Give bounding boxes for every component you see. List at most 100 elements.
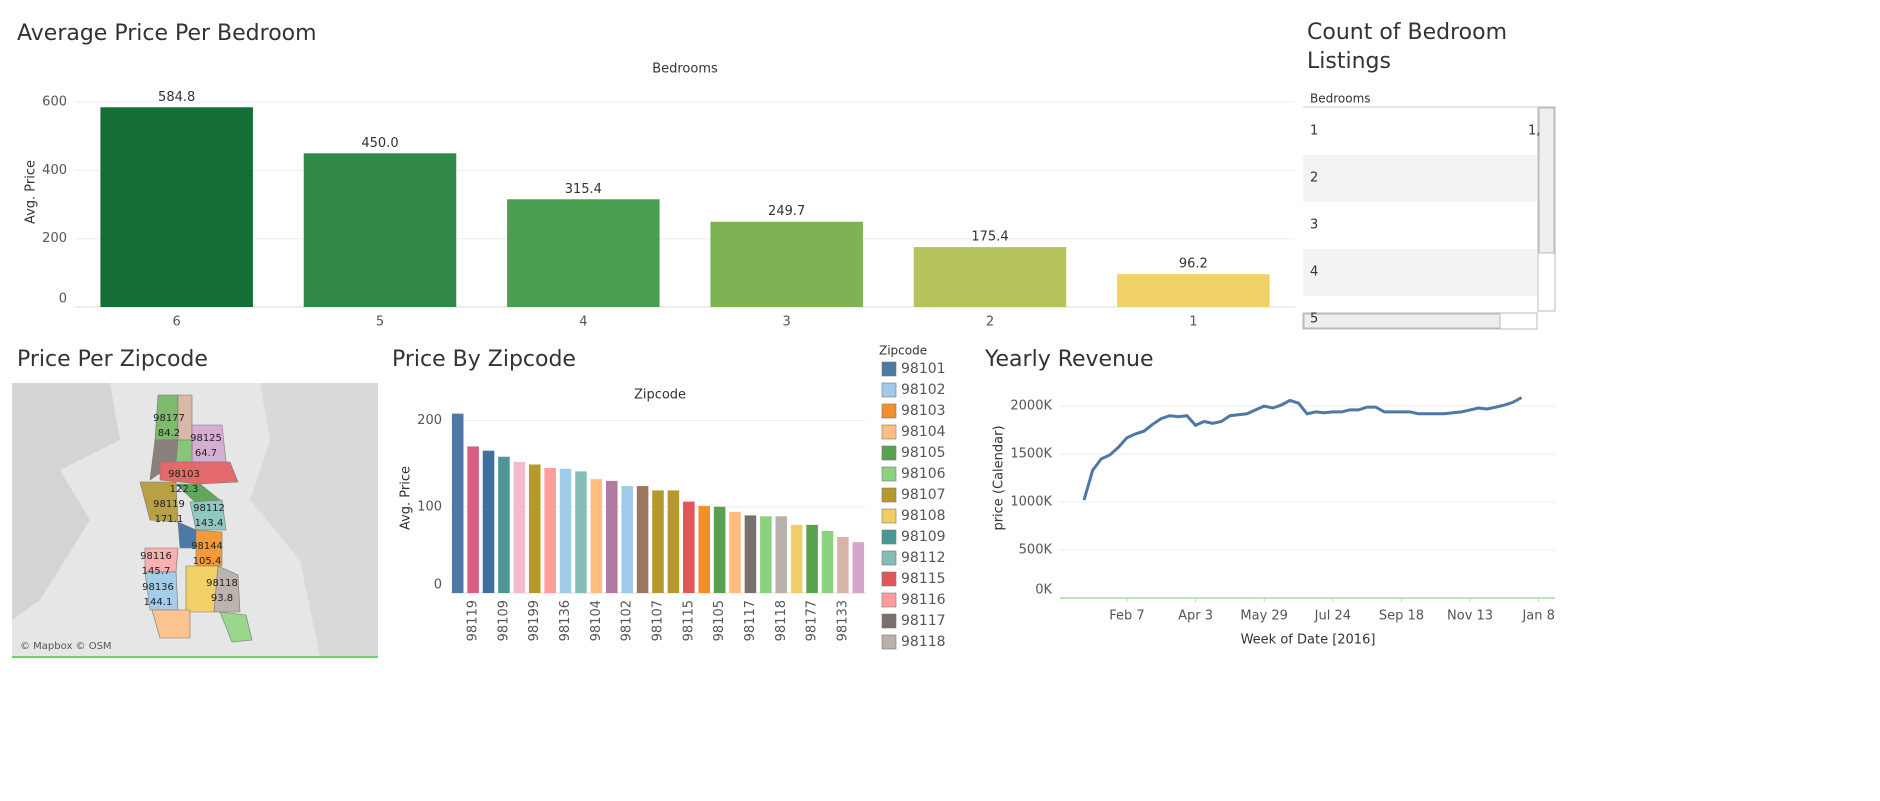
table-cell: 1: [1310, 124, 1318, 139]
y-axis-title: price (Calendar): [992, 425, 1007, 530]
bar: [821, 530, 834, 593]
y-tick-label: 200: [42, 231, 67, 246]
legend-label: 98116: [901, 592, 946, 608]
x-tick-label: 98109: [496, 600, 511, 641]
x-tick-label: 98133: [835, 600, 850, 641]
legend-label: 98103: [901, 403, 946, 419]
legend-label: 98115: [901, 571, 946, 587]
legend-label: 98107: [901, 487, 946, 503]
y-tick-label: 0K: [1035, 583, 1052, 598]
legend-label: 98104: [901, 424, 946, 440]
map-value-label: 144.1: [144, 597, 173, 608]
x-tick-label: 3: [783, 315, 791, 330]
bar: [729, 511, 741, 593]
bar: [100, 107, 253, 307]
bar: [667, 490, 680, 593]
bar: [451, 413, 464, 593]
bar: [303, 153, 457, 307]
legend-label: 98118: [901, 634, 946, 650]
bar: [544, 467, 556, 593]
y-tick-label: 400: [42, 163, 67, 178]
map-value-label: 93.8: [211, 593, 233, 604]
map-value-label: 122.3: [170, 484, 199, 495]
value-label: 315.4: [565, 182, 602, 197]
map-zip-label: 98144: [191, 541, 223, 552]
map-value-label: 64.7: [195, 448, 217, 459]
map-zip-label: 98116: [140, 551, 172, 562]
table-cell: 5: [1310, 312, 1318, 327]
legend-swatch: [881, 571, 897, 587]
table-frame: [1302, 106, 1556, 330]
x-tick-label: 98102: [620, 600, 635, 641]
x-tick-label: Sep 18: [1379, 609, 1424, 624]
x-tick-label: 98118: [774, 600, 789, 641]
legend-label: 98112: [901, 550, 946, 566]
bar: [790, 524, 803, 593]
y-axis-title: Avg. Price: [399, 466, 414, 530]
x-tick-label: 98117: [743, 600, 758, 641]
table-header: Bedrooms: [1310, 92, 1371, 106]
map-value-label: 105.4: [193, 556, 222, 567]
x-tick-label: 4: [579, 315, 587, 330]
legend-label: 98106: [901, 466, 946, 482]
bar: [698, 505, 710, 593]
bar: [507, 199, 660, 307]
legend-label: 98109: [901, 529, 946, 545]
legend-swatch: [881, 529, 897, 545]
value-label: 96.2: [1179, 257, 1208, 272]
x-tick-label: 2: [986, 315, 994, 330]
legend-label: 98105: [901, 445, 946, 461]
chart-title: Average Price Per Bedroom: [17, 21, 317, 46]
x-tick-label: 98199: [527, 600, 542, 641]
x-tick-label: 98104: [589, 600, 604, 641]
map-value-label: 84.2: [158, 428, 180, 439]
bar: [775, 516, 788, 593]
legend-label: 98108: [901, 508, 946, 524]
y-tick-label: 600: [42, 95, 67, 110]
bar: [528, 464, 541, 593]
bar: [837, 536, 849, 593]
x-tick-label: 98119: [466, 600, 481, 641]
x-tick-label: 98105: [712, 600, 727, 641]
chart-title: Yearly Revenue: [984, 347, 1154, 372]
bar: [498, 456, 510, 593]
legend-swatch: [881, 550, 897, 566]
map-zip-label: 98112: [193, 503, 225, 514]
y-axis-title: Avg. Price: [24, 160, 39, 224]
bar: [683, 501, 695, 593]
legend-swatch: [881, 403, 897, 419]
table-cell: 3: [1310, 218, 1318, 233]
legend-swatch: [881, 634, 897, 650]
bar: [713, 506, 726, 593]
legend-label: 98101: [901, 361, 946, 377]
map-zip-label: 98125: [190, 433, 222, 444]
table-cell: 2: [1310, 171, 1318, 186]
legend-swatch: [881, 613, 897, 629]
table-cell: 1,: [1528, 124, 1540, 139]
y-tick-label: 1500K: [1010, 447, 1052, 462]
bar: [482, 450, 495, 593]
y-tick-label: 200: [417, 413, 442, 428]
x-tick-label: Jul 24: [1314, 609, 1351, 624]
map-title: Price Per Zipcode: [17, 347, 208, 372]
bar: [744, 515, 757, 593]
bar: [913, 247, 1067, 307]
legend-swatch: [881, 466, 897, 482]
value-label: 175.4: [971, 230, 1008, 245]
bar: [710, 221, 863, 307]
chart-title: Price By Zipcode: [392, 347, 576, 372]
legend-swatch: [881, 382, 897, 398]
x-tick-label: 5: [376, 315, 384, 330]
legend-swatch: [881, 592, 897, 608]
x-tick-label: Jan 8: [1521, 609, 1554, 624]
x-axis-title: Week of Date [2016]: [1241, 633, 1376, 648]
map-zip-label: 98103: [168, 469, 200, 480]
map-value-label: 143.4: [195, 518, 224, 529]
bar: [852, 542, 865, 593]
x-tick-label: Feb 7: [1109, 609, 1144, 624]
map-zip-label: 98118: [206, 578, 238, 589]
bar: [467, 446, 479, 593]
x-tick-label: 1: [1189, 315, 1197, 330]
x-tick-label: May 29: [1240, 609, 1288, 624]
